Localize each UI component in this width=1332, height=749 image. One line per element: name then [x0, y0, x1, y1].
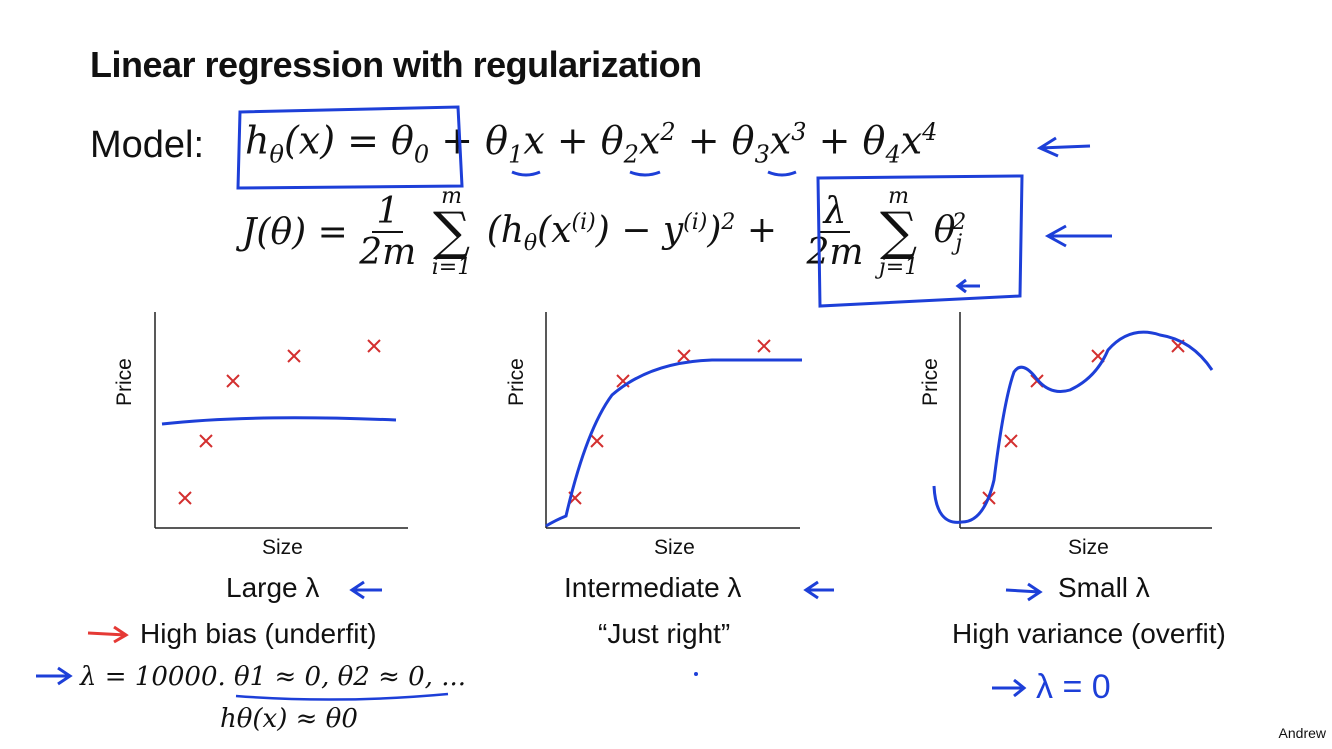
ink-arrow-small — [1005, 582, 1043, 602]
hypothesis-equation: hθ(x) = θ0 + θ1x + θ2x2 + θ3x3 + θ4x4 — [245, 118, 938, 169]
plot1-fit-curve — [161, 416, 397, 426]
plot1-point-5 — [367, 339, 381, 353]
plot3-ylabel: Price — [919, 358, 942, 406]
plot1-caption: Large λ — [226, 572, 320, 603]
plot3-xlabel: Size — [1068, 536, 1109, 559]
plot-intermediate-lambda — [545, 312, 802, 529]
plot1-point-3 — [226, 374, 240, 388]
ink-box-regularization — [816, 174, 1024, 308]
plot2-caption: Intermediate λ — [564, 572, 742, 603]
ink-arrow-hypothesis — [1036, 136, 1091, 158]
plot2-fit-curve — [545, 358, 802, 528]
ink-arrow-bias — [87, 625, 129, 644]
ink-arrow-large — [349, 580, 382, 600]
ink-arrow-cost — [1044, 224, 1112, 248]
ink-dot — [694, 672, 698, 676]
plot3-fit-curve — [932, 330, 1214, 524]
plot1-markers — [178, 339, 381, 505]
plot2-point-2 — [590, 434, 604, 448]
plot1-point-2 — [199, 434, 213, 448]
ink-arrow-lambda0 — [992, 678, 1027, 698]
plot2-ylabel: Price — [505, 358, 528, 406]
plot1-note-1: λ = 10000. θ1 ≈ 0, θ2 ≈ 0, ... — [80, 662, 466, 692]
model-label: Model: — [90, 124, 205, 166]
plot1-point-4 — [287, 349, 301, 363]
plot3-markers — [982, 339, 1185, 505]
plot-small-lambda — [932, 312, 1214, 529]
author-label: Andrew — [1278, 725, 1326, 741]
plot-large-lambda — [154, 312, 408, 529]
plot1-note-2: hθ(x) ≈ θ0 — [220, 704, 358, 734]
ink-underline-note — [235, 692, 449, 701]
cost-equation: J(θ) = 1 2m m ∑ i=1 (hθ(x(i)) − y(i))2 + … — [242, 184, 967, 281]
plot3-caption: Small λ — [1058, 572, 1150, 603]
sum-lower-i: i=1 — [431, 255, 472, 281]
plot2-point-4 — [677, 349, 691, 363]
ink-arrow-note — [36, 666, 73, 686]
sum-lower-j: j=1 — [878, 255, 919, 281]
plot2-point-5 — [757, 339, 771, 353]
plot1-xlabel: Size — [262, 536, 303, 559]
ink-underline-theta1 — [511, 170, 541, 177]
ink-underline-theta3 — [767, 170, 797, 177]
plot3-note-1: λ = 0 — [1036, 668, 1111, 706]
ink-underline-theta2 — [629, 170, 661, 177]
sum-upper-i: m — [441, 184, 462, 209]
ink-box-hypothesis — [236, 105, 464, 190]
slide-title: Linear regression with regularization — [90, 44, 702, 85]
ink-arrow-j1 — [955, 278, 980, 294]
plot1-subcaption: High bias (underfit) — [140, 618, 377, 649]
plot2-subcaption: “Just right” — [598, 618, 731, 649]
ink-arrow-intermediate — [803, 580, 834, 600]
plot2-xlabel: Size — [654, 536, 695, 559]
sum-upper-j: m — [888, 184, 910, 209]
plot3-subcaption: High variance (overfit) — [952, 618, 1226, 649]
plot3-point-2 — [1004, 434, 1018, 448]
plot1-point-1 — [178, 491, 192, 505]
plot1-ylabel: Price — [113, 358, 136, 406]
